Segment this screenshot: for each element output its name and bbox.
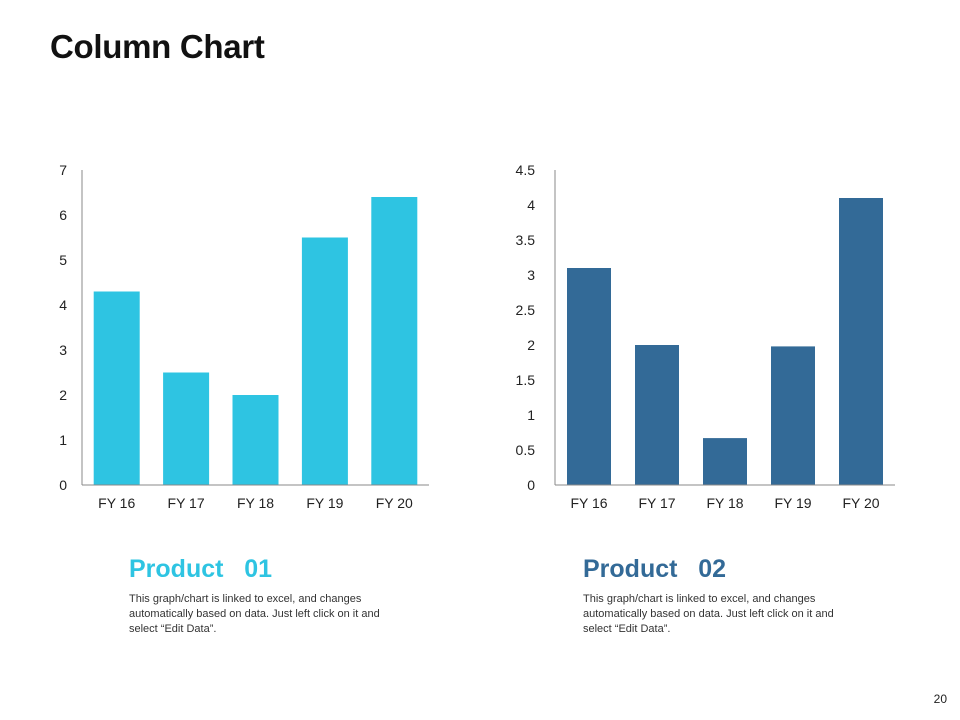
x-tick-label: FY 16 [570,495,607,511]
y-tick-label: 2 [527,337,535,353]
y-tick-label: 4 [527,197,535,213]
chart-product-02[interactable]: 0 0.5 1 1.5 2 2.5 3 3.5 4 4.5 FY 16 FY 17 FY 18 FY 19… [500,150,910,530]
x-tick-label: FY 20 [842,495,879,511]
x-tick-label: FY 20 [376,495,413,511]
bar-fy-19[interactable] [301,237,348,486]
y-tick-label: 0.5 [516,442,536,458]
product-01-heading: Product 01 [129,555,273,583]
x-tick-label: FY 16 [98,495,135,511]
y-tick-label: 3.5 [516,232,536,248]
x-tick-label: FY 17 [638,495,675,511]
y-tick-label: 3 [527,267,535,283]
y-tick-label: 0 [59,477,67,493]
y-tick-label: 1 [59,432,67,448]
page-number: 20 [933,692,947,706]
y-tick-label: 4 [59,297,67,313]
bar-fy-20[interactable] [839,198,883,485]
x-tick-label: FY 17 [168,495,205,511]
bar-fy-18[interactable] [232,395,279,485]
bar-fy-16[interactable] [93,291,140,486]
bar-fy-17[interactable] [163,372,210,486]
product-02-heading: Product 02 [583,555,727,583]
x-tick-label: FY 18 [237,495,274,511]
bar-fy-18[interactable] [703,438,747,485]
bar-fy-20[interactable] [371,197,418,485]
y-tick-label: 2.5 [516,302,536,318]
y-tick-label: 3 [59,342,67,358]
y-tick-label: 7 [59,162,67,178]
bar-fy-19[interactable] [771,346,815,485]
product-01-description: This graph/chart is linked to excel, and… [129,593,380,635]
y-tick-label: 2 [59,387,67,403]
y-tick-label: 1.5 [516,372,536,388]
x-tick-label: FY 19 [774,495,811,511]
bar-fy-16[interactable] [567,268,611,485]
y-tick-label: 0 [527,477,535,493]
y-tick-label: 4.5 [516,162,536,178]
page-title: Column Chart [50,28,265,65]
x-tick-label: FY 19 [306,495,343,511]
x-tick-label: FY 18 [706,495,743,511]
chart-product-01[interactable]: 0 1 2 3 4 5 6 7 FY 16 FY 17 FY 18 FY 19 FY 20 [50,150,450,530]
y-tick-label: 1 [527,407,535,423]
y-tick-label: 5 [59,252,67,268]
product-02-description: This graph/chart is linked to excel, and… [583,593,834,635]
y-tick-label: 6 [59,207,67,223]
bar-fy-17[interactable] [635,345,679,485]
